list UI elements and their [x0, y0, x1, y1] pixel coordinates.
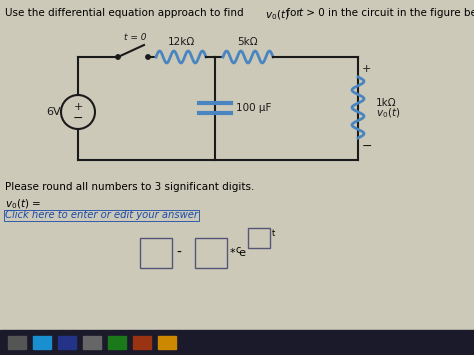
- Text: 6V: 6V: [46, 107, 61, 117]
- Bar: [195, 238, 227, 268]
- Text: $v_0(t)$: $v_0(t)$: [265, 8, 289, 22]
- Text: t: t: [272, 229, 275, 239]
- Text: 12kΩ: 12kΩ: [167, 37, 195, 47]
- Text: 5kΩ: 5kΩ: [237, 37, 258, 47]
- Bar: [108, 336, 126, 349]
- Bar: [140, 238, 172, 268]
- Bar: [33, 336, 51, 349]
- Circle shape: [116, 55, 120, 59]
- Text: for: for: [283, 8, 304, 18]
- Text: t = 0: t = 0: [124, 33, 146, 42]
- Text: Please round all numbers to 3 significant digits.: Please round all numbers to 3 significan…: [5, 182, 255, 192]
- Text: −: −: [73, 111, 83, 125]
- Text: t: t: [298, 8, 302, 18]
- Text: Click here to enter or edit your answer: Click here to enter or edit your answer: [5, 210, 198, 220]
- Text: $v_0(t)$: $v_0(t)$: [376, 107, 400, 120]
- Text: Use the differential equation approach to find: Use the differential equation approach t…: [5, 8, 247, 18]
- Bar: [158, 336, 176, 349]
- Text: +: +: [362, 64, 371, 74]
- Bar: [83, 336, 101, 349]
- Text: −: −: [362, 140, 373, 153]
- Text: $v_0(t)$ =: $v_0(t)$ =: [5, 197, 41, 211]
- Text: -: -: [176, 246, 182, 260]
- Text: c: c: [235, 245, 241, 255]
- Text: 100 μF: 100 μF: [236, 103, 272, 113]
- Text: +: +: [73, 102, 82, 112]
- Bar: [0, 330, 474, 355]
- Text: 1kΩ: 1kΩ: [376, 98, 397, 108]
- Text: * e: * e: [230, 248, 246, 258]
- Bar: [248, 228, 270, 248]
- Bar: [133, 336, 151, 349]
- Bar: [8, 336, 26, 349]
- Bar: [58, 336, 76, 349]
- Circle shape: [146, 55, 150, 59]
- Text: > 0 in the circuit in the figure below.: > 0 in the circuit in the figure below.: [303, 8, 474, 18]
